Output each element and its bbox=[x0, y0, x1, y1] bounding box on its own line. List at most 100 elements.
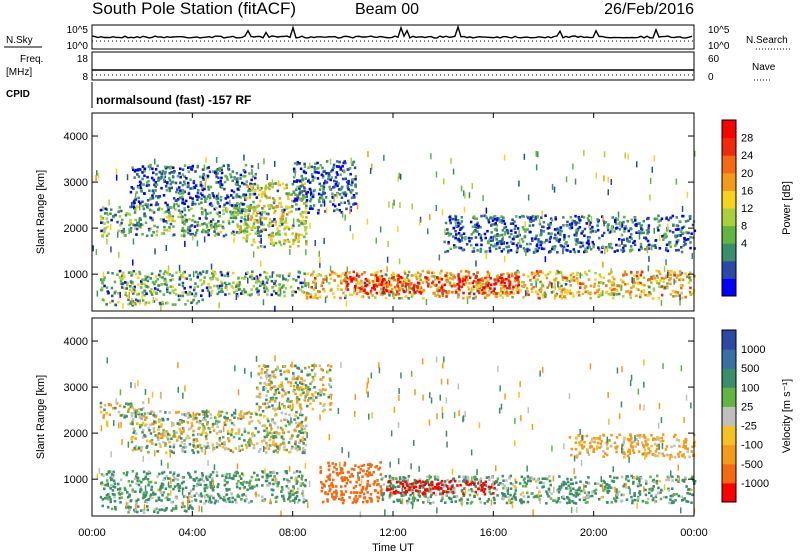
data-cell bbox=[116, 169, 118, 175]
data-cell bbox=[355, 175, 358, 178]
data-cell bbox=[316, 162, 319, 165]
data-cell bbox=[240, 226, 242, 232]
data-cell bbox=[522, 226, 525, 229]
data-cell bbox=[207, 231, 210, 234]
data-cell bbox=[353, 288, 355, 294]
data-cell bbox=[627, 154, 629, 160]
data-cell bbox=[298, 430, 301, 433]
data-cell bbox=[267, 224, 270, 227]
colorbar-tick-label: 16 bbox=[741, 185, 753, 197]
data-cell bbox=[111, 300, 114, 303]
data-cell bbox=[458, 278, 461, 281]
data-cell bbox=[241, 434, 244, 437]
data-cell bbox=[252, 201, 255, 204]
data-cell bbox=[510, 222, 513, 225]
data-cell bbox=[296, 198, 299, 201]
data-cell bbox=[224, 275, 227, 278]
data-cell bbox=[136, 222, 139, 225]
data-cell bbox=[292, 291, 295, 294]
data-cell bbox=[665, 249, 668, 252]
data-cell bbox=[655, 247, 658, 250]
data-cell bbox=[303, 202, 306, 205]
data-cell bbox=[628, 230, 631, 233]
data-cell bbox=[285, 206, 288, 209]
data-cell bbox=[227, 196, 230, 199]
data-cell bbox=[133, 432, 136, 435]
data-cell bbox=[139, 491, 142, 494]
data-cell bbox=[535, 282, 537, 288]
data-cell bbox=[196, 485, 199, 488]
data-cell bbox=[512, 238, 515, 241]
data-cell bbox=[564, 291, 567, 294]
data-cell bbox=[217, 213, 220, 216]
data-cell bbox=[194, 170, 197, 173]
data-cell bbox=[303, 170, 306, 173]
data-cell bbox=[398, 275, 401, 278]
data-cell bbox=[201, 207, 204, 210]
data-cell bbox=[192, 200, 195, 203]
data-cell bbox=[231, 285, 234, 288]
data-cell bbox=[319, 296, 322, 299]
data-cell bbox=[457, 225, 460, 228]
data-cell bbox=[340, 202, 343, 205]
data-cell bbox=[275, 242, 278, 245]
data-cell bbox=[399, 281, 402, 284]
data-cell bbox=[320, 274, 323, 277]
data-cell bbox=[521, 238, 524, 241]
data-cell bbox=[182, 227, 185, 230]
data-cell bbox=[313, 296, 316, 299]
data-cell bbox=[207, 411, 210, 414]
data-cell bbox=[553, 248, 556, 251]
data-cell bbox=[151, 272, 154, 275]
data-cell bbox=[253, 222, 256, 225]
data-cell bbox=[313, 386, 316, 389]
data-cell bbox=[297, 245, 300, 248]
data-cell bbox=[623, 238, 626, 241]
data-cell bbox=[304, 229, 307, 232]
data-cell bbox=[184, 183, 187, 186]
data-cell bbox=[233, 436, 236, 439]
data-cell bbox=[187, 182, 190, 185]
data-cell bbox=[230, 194, 233, 197]
data-cell bbox=[602, 245, 605, 248]
data-cell bbox=[135, 433, 138, 436]
data-cell bbox=[628, 240, 631, 243]
data-cell bbox=[185, 486, 188, 489]
data-cell bbox=[370, 493, 373, 496]
data-cell bbox=[110, 246, 112, 252]
data-cell bbox=[191, 219, 194, 222]
data-cell bbox=[486, 271, 489, 274]
data-cell bbox=[502, 220, 505, 223]
data-cell bbox=[188, 437, 191, 440]
data-cell bbox=[233, 416, 236, 419]
data-cell bbox=[219, 205, 222, 208]
data-cell bbox=[489, 250, 492, 253]
data-cell bbox=[298, 475, 301, 478]
data-cell bbox=[679, 270, 682, 273]
data-cell bbox=[192, 165, 195, 168]
data-cell bbox=[304, 226, 307, 229]
data-cell bbox=[184, 241, 186, 247]
data-cell bbox=[354, 183, 357, 186]
data-cell bbox=[674, 244, 677, 247]
data-cell bbox=[167, 418, 170, 421]
data-cell bbox=[594, 272, 597, 275]
data-cell bbox=[256, 484, 259, 487]
data-cell bbox=[341, 196, 344, 199]
data-cell bbox=[603, 176, 605, 182]
data-cell bbox=[106, 239, 108, 245]
data-cell bbox=[452, 235, 455, 238]
data-cell bbox=[124, 488, 127, 491]
data-cell bbox=[655, 270, 658, 273]
data-cell bbox=[178, 490, 181, 493]
data-cell bbox=[226, 202, 229, 205]
data-cell bbox=[680, 287, 683, 290]
data-cell bbox=[117, 488, 120, 491]
data-cell bbox=[179, 197, 182, 200]
data-cell bbox=[243, 169, 246, 172]
data-cell bbox=[177, 478, 180, 481]
data-cell bbox=[447, 232, 450, 235]
data-cell bbox=[204, 432, 207, 435]
data-cell bbox=[572, 295, 575, 298]
data-cell bbox=[272, 437, 275, 440]
